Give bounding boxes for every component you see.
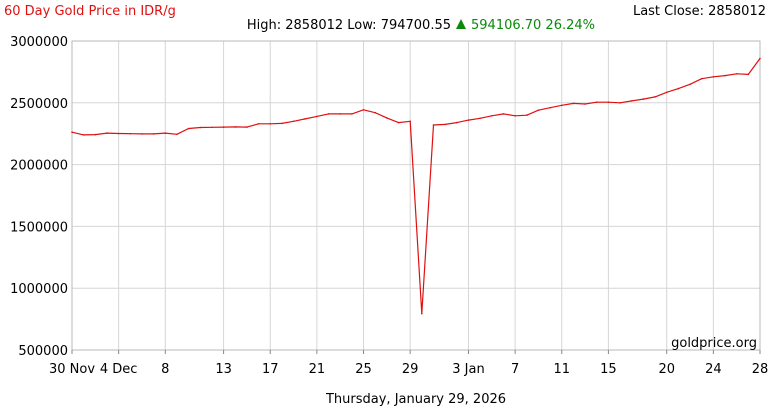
high-low-label: High: 2858012 Low: 794700.55 <box>247 18 451 33</box>
x-tick-label: 29 <box>402 362 419 377</box>
data-point <box>642 98 645 100</box>
data-point <box>549 106 551 109</box>
data-point <box>129 132 132 135</box>
data-point <box>386 117 388 119</box>
y-tick-label: 3000000 <box>10 35 68 50</box>
change-label: 594106.70 26.24% <box>471 18 595 33</box>
data-point <box>222 126 225 128</box>
data-point <box>71 131 73 133</box>
data-point <box>479 117 481 120</box>
x-tick-label: 11 <box>553 362 570 377</box>
data-points <box>71 57 761 315</box>
x-tick-label: 30 Nov <box>49 362 95 377</box>
data-point <box>176 133 178 136</box>
data-point <box>211 126 213 129</box>
data-point <box>700 77 703 80</box>
y-tick-label: 1000000 <box>10 282 68 297</box>
data-point <box>292 120 295 123</box>
data-point <box>514 115 516 117</box>
data-point <box>152 133 155 135</box>
data-point <box>106 132 108 134</box>
chart-title: 60 Day Gold Price in IDR/g <box>4 4 176 19</box>
data-point <box>269 123 272 125</box>
data-point <box>607 101 610 103</box>
x-tick-label: 28 <box>752 362 769 377</box>
data-point <box>689 83 691 86</box>
gold-price-line <box>71 58 761 315</box>
data-point <box>304 118 307 120</box>
x-tick-label: 15 <box>600 362 617 377</box>
data-point <box>595 101 598 103</box>
data-point <box>630 100 633 102</box>
x-tick-label: 4 Dec <box>100 362 138 377</box>
data-point <box>234 126 237 128</box>
x-tick-label: 24 <box>705 362 722 377</box>
data-point <box>537 109 540 111</box>
data-point <box>351 113 353 115</box>
x-tick-label: 20 <box>658 362 675 377</box>
x-tick-label: 13 <box>215 362 232 377</box>
data-point <box>584 103 586 105</box>
data-point <box>199 126 202 129</box>
x-axis: 30 Nov 4 Dec 8 13 17 21 25 29 3 Jan 7 11 15 20 24 28 <box>49 350 768 377</box>
date-label: Thursday, January 29, 2026 <box>325 392 506 407</box>
data-point <box>409 120 412 123</box>
data-point <box>502 113 505 115</box>
watermark: goldprice.org <box>671 336 757 351</box>
data-point <box>747 73 750 76</box>
y-tick-label: 2500000 <box>10 97 68 112</box>
data-point <box>491 115 493 117</box>
data-point <box>257 123 260 125</box>
triangle-up-icon <box>456 19 466 29</box>
data-point <box>362 109 365 111</box>
data-point <box>316 115 318 118</box>
data-point <box>397 121 400 124</box>
grid-lines <box>71 40 761 351</box>
data-point <box>82 134 85 136</box>
data-point <box>444 123 447 126</box>
y-tick-label: 500000 <box>18 344 68 359</box>
data-point <box>572 102 575 105</box>
high-low-summary: High: 2858012 Low: 794700.55 594106.70 2… <box>247 18 595 33</box>
y-tick-label: 2000000 <box>10 159 68 174</box>
data-point <box>246 126 248 128</box>
data-point <box>94 133 97 136</box>
data-point <box>619 102 621 104</box>
data-point <box>117 132 120 135</box>
data-point <box>456 121 458 124</box>
data-point <box>421 312 423 315</box>
data-point <box>526 114 528 116</box>
data-point <box>327 113 330 115</box>
x-tick-label: 17 <box>262 362 279 377</box>
data-point <box>654 96 656 98</box>
data-point <box>735 73 738 75</box>
x-tick-label: 21 <box>309 362 326 377</box>
data-point <box>281 122 283 125</box>
plot-frame <box>71 40 761 351</box>
data-point <box>712 76 715 78</box>
data-point <box>467 119 470 121</box>
data-point <box>187 127 190 130</box>
data-point <box>724 74 726 77</box>
data-point <box>141 133 143 135</box>
y-tick-label: 1500000 <box>10 220 68 235</box>
data-point <box>432 124 435 126</box>
data-point <box>677 87 680 90</box>
x-tick-label: 25 <box>355 362 372 377</box>
x-tick-label: 3 Jan <box>452 362 484 377</box>
last-close-label: Last Close: 2858012 <box>633 4 766 19</box>
data-point <box>561 104 563 107</box>
x-tick-label: 7 <box>511 362 519 377</box>
data-point <box>665 91 668 94</box>
data-point <box>164 132 167 134</box>
data-point <box>374 111 377 114</box>
data-point <box>759 57 761 60</box>
data-point <box>339 113 342 115</box>
y-axis: 500000 1000000 1500000 2000000 2500000 300000… <box>10 35 68 359</box>
x-tick-label: 8 <box>161 362 169 377</box>
